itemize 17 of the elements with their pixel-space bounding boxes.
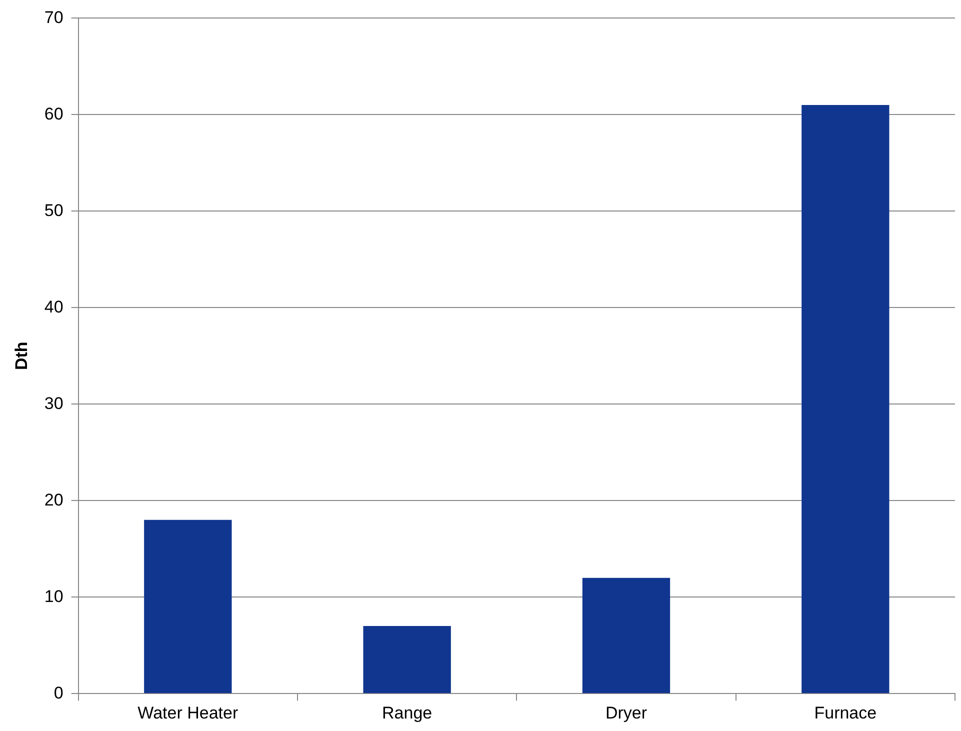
y-axis-title: Dth [12,342,31,370]
bar [582,578,670,694]
y-tick-label: 0 [54,683,64,702]
y-tick-label: 60 [44,104,64,124]
x-tick-label: Dryer [605,703,648,722]
bar [363,626,451,694]
x-tick-label: Furnace [814,703,877,722]
x-tick-label: Range [382,703,432,722]
bar [144,520,232,694]
y-tick-label: 20 [44,490,64,510]
bar [802,105,890,694]
y-tick-label: 50 [44,200,64,220]
y-tick-label: 30 [44,394,64,413]
y-tick-label: 70 [44,8,64,27]
y-tick-label: 10 [44,586,64,606]
x-tick-label: Water Heater [138,703,238,722]
y-tick-label: 40 [44,297,64,316]
